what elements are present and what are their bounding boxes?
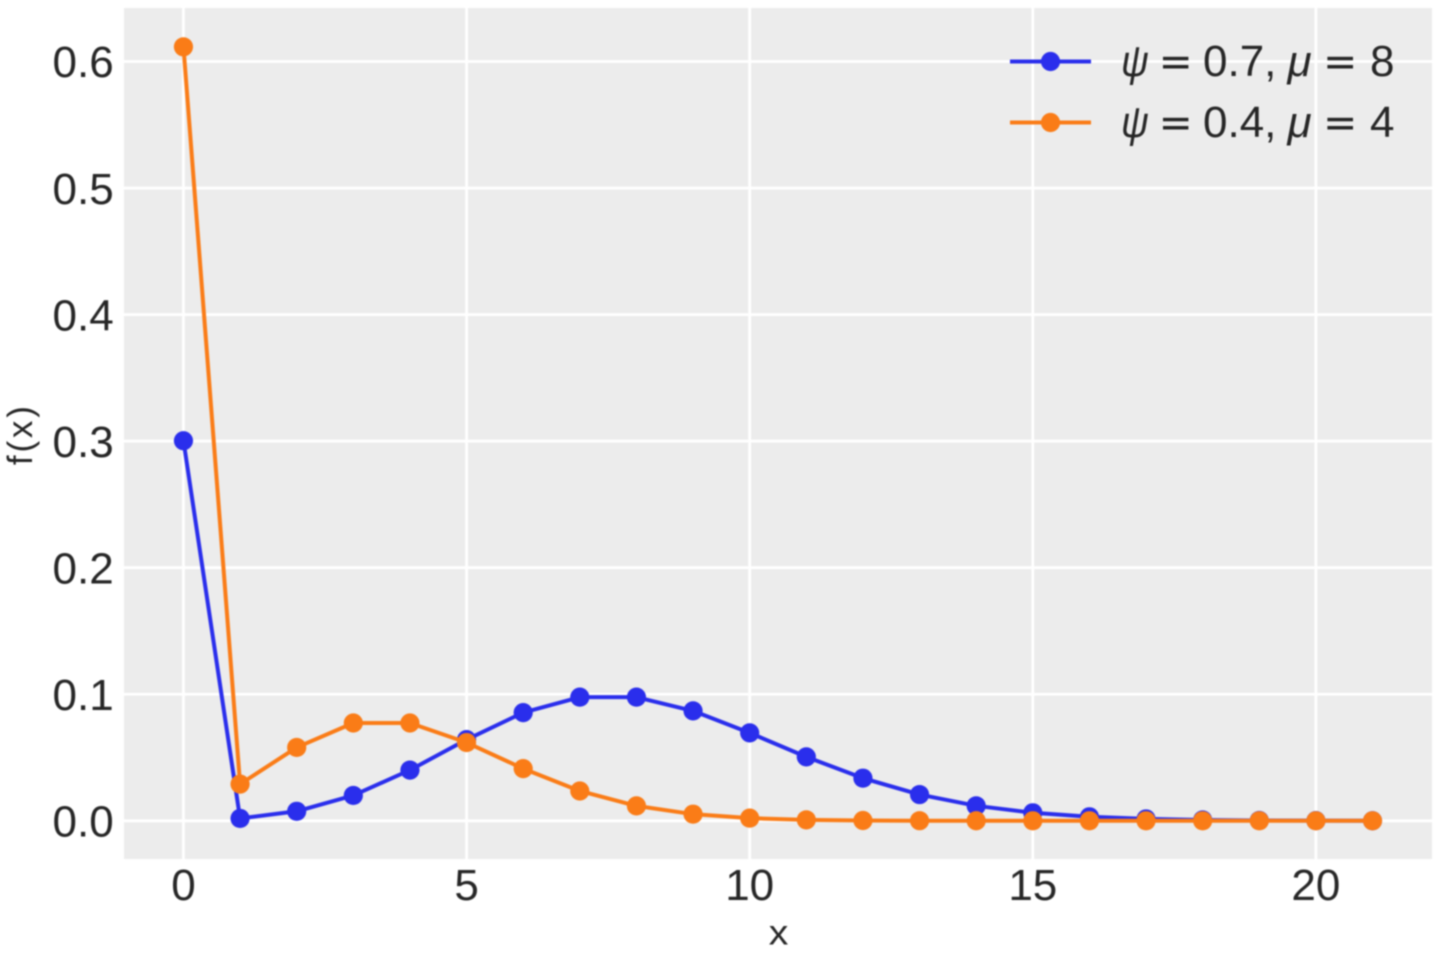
svg-text:8: 8 [1370, 37, 1394, 86]
svg-text:μ: μ [1287, 98, 1312, 147]
svg-text:20: 20 [1291, 861, 1340, 910]
svg-text:ψ: ψ [1121, 36, 1149, 85]
svg-text:4: 4 [1370, 98, 1394, 147]
svg-text:15: 15 [1008, 861, 1057, 910]
svg-text:0.5: 0.5 [53, 165, 114, 214]
svg-text:x: x [769, 912, 789, 952]
svg-text:5: 5 [454, 861, 478, 910]
svg-text:0: 0 [171, 861, 195, 910]
svg-text:0.4,: 0.4, [1203, 98, 1276, 147]
svg-text:0.2: 0.2 [53, 544, 114, 593]
svg-text:0.4: 0.4 [53, 291, 114, 340]
svg-text:0.1: 0.1 [53, 671, 114, 720]
svg-text:10: 10 [725, 861, 774, 910]
svg-text:0.6: 0.6 [53, 38, 114, 87]
svg-text:f(x): f(x) [1, 403, 40, 465]
svg-text:ψ: ψ [1121, 97, 1149, 146]
svg-text:0.0: 0.0 [53, 798, 114, 847]
svg-text:0.3: 0.3 [53, 418, 114, 467]
svg-text:μ: μ [1287, 37, 1312, 86]
svg-text:0.7,: 0.7, [1203, 37, 1276, 86]
